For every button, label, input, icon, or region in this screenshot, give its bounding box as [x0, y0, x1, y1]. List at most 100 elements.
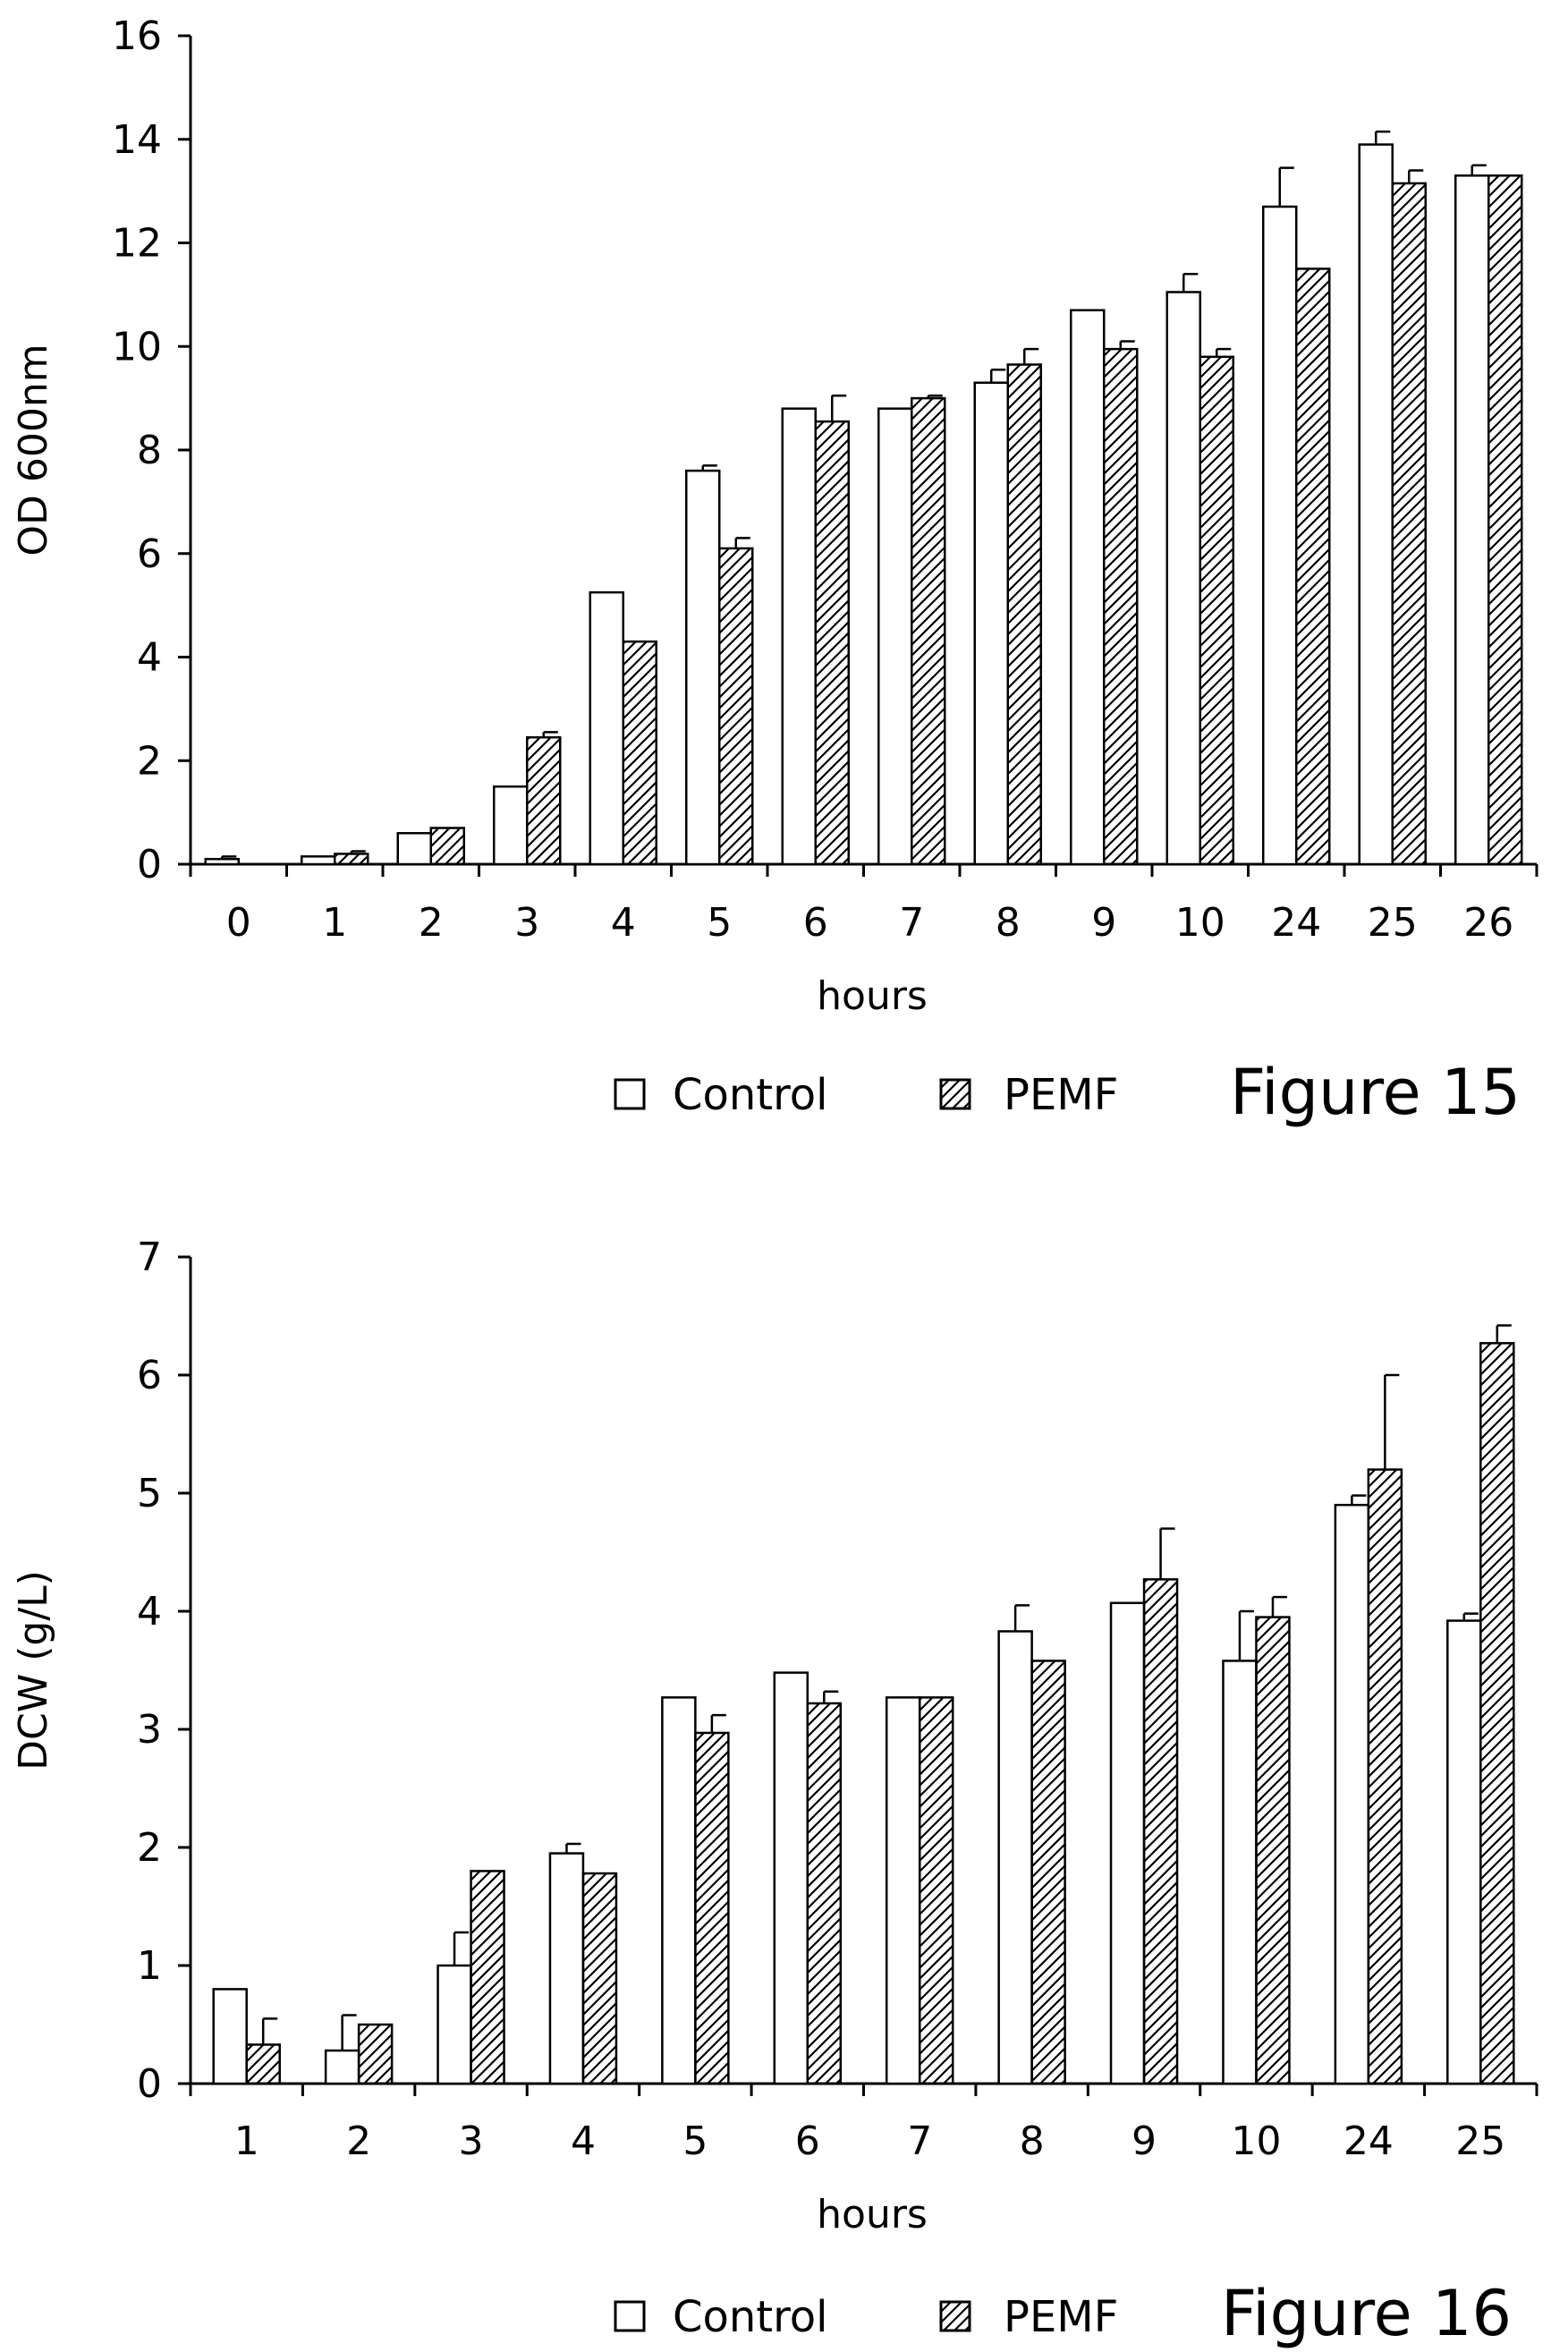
y-tick-label: 6 [137, 1353, 162, 1398]
x-tick-label: 1 [234, 2118, 259, 2164]
bar-control-5 [685, 469, 721, 866]
x-tick-label: 24 [1343, 2118, 1394, 2164]
x-tick-label: 10 [1231, 2118, 1281, 2164]
legend-label-control: Control [673, 1070, 828, 1120]
y-tick-label: 3 [137, 1707, 162, 1753]
x-tick-label: 3 [514, 900, 539, 946]
bar-control-3 [493, 785, 529, 866]
bar-control-25 [1358, 143, 1394, 866]
bar-pemf-10 [1255, 1616, 1291, 2085]
bar-pemf-1 [245, 2043, 281, 2085]
x-tick-label: 3 [459, 2118, 484, 2164]
bar-control-1 [301, 855, 336, 866]
legend: Control PEMF [614, 2292, 1118, 2342]
y-tick-label: 0 [137, 2061, 162, 2107]
x-tick-label: 7 [907, 2118, 932, 2164]
bar-pemf-6 [806, 1702, 843, 2085]
x-axis-label: hours [817, 973, 928, 1019]
bar-control-24 [1262, 205, 1298, 866]
bar-control-1 [212, 1988, 248, 2085]
bar-pemf-2 [429, 827, 465, 866]
y-tick-label: 0 [137, 842, 162, 887]
y-tick-label: 4 [137, 635, 162, 681]
legend-label-pemf: PEMF [1004, 1070, 1118, 1120]
y-tick-label: 7 [137, 1235, 162, 1280]
bar-pemf-2 [357, 2023, 394, 2085]
bar-control-7 [885, 1696, 921, 2085]
x-tick-label: 9 [1132, 2118, 1157, 2164]
bar-pemf-3 [470, 1870, 505, 2085]
bar-pemf-24 [1367, 1468, 1403, 2085]
y-tick-label: 12 [112, 221, 162, 267]
bar-control-26 [1454, 174, 1490, 866]
y-tick-label: 16 [112, 13, 162, 59]
y-tick-label: 14 [112, 117, 162, 163]
y-tick-label: 10 [112, 324, 162, 369]
bar-pemf-6 [814, 420, 850, 866]
bar-pemf-24 [1295, 267, 1331, 866]
x-tick-label: 2 [346, 2118, 371, 2164]
bar-pemf-8 [1006, 363, 1042, 866]
bar-pemf-4 [581, 1872, 618, 2085]
bar-control-4 [589, 590, 624, 866]
bar-pemf-5 [718, 547, 754, 866]
bar-control-10 [1165, 291, 1201, 866]
x-tick-label: 4 [611, 900, 636, 946]
x-tick-label: 4 [571, 2118, 596, 2164]
bar-control-6 [773, 1671, 809, 2085]
bar-pemf-9 [1103, 347, 1139, 866]
bar-control-7 [877, 407, 913, 866]
bar-control-25 [1446, 1619, 1482, 2085]
bar-pemf-1 [334, 853, 369, 866]
x-tick-label: 25 [1455, 2118, 1505, 2164]
bar-pemf-10 [1199, 355, 1234, 866]
bar-pemf-7 [918, 1696, 954, 2085]
x-tick-label: 5 [707, 900, 732, 946]
bar-pemf-7 [911, 396, 946, 866]
bar-control-6 [781, 407, 817, 866]
figure-label: Figure 16 [1221, 2277, 1512, 2350]
x-tick-label: 6 [795, 2118, 820, 2164]
bar-control-2 [396, 832, 432, 866]
x-axis-label: hours [817, 2192, 928, 2237]
legend-label-control: Control [673, 2292, 828, 2342]
bar-control-5 [661, 1696, 697, 2085]
x-tick-label: 26 [1463, 900, 1513, 946]
x-tick-label: 10 [1175, 900, 1225, 946]
bar-pemf-5 [694, 1731, 730, 2085]
y-axis-label: DCW (g/L) [11, 1570, 56, 1770]
x-tick-label: 5 [682, 2118, 708, 2164]
y-tick-label: 5 [137, 1471, 162, 1516]
y-axis-label: OD 600nm [11, 344, 56, 556]
x-tick-label: 2 [419, 900, 444, 946]
y-tick-label: 2 [137, 1825, 162, 1871]
legend-swatch-pemf [939, 2300, 971, 2332]
legend-swatch-control [614, 2300, 646, 2332]
x-tick-label: 0 [226, 900, 251, 946]
figure-label: Figure 15 [1230, 1056, 1521, 1129]
bar-pemf-3 [526, 735, 562, 866]
bar-control-24 [1334, 1503, 1370, 2085]
x-tick-label: 25 [1368, 900, 1418, 946]
bar-pemf-25 [1479, 1342, 1515, 2085]
y-tick-label: 8 [137, 428, 162, 473]
bar-pemf-8 [1030, 1660, 1066, 2085]
x-tick-label: 8 [1020, 2118, 1045, 2164]
y-tick-label: 4 [137, 1589, 162, 1635]
bar-control-0 [204, 857, 240, 866]
bar-pemf-4 [622, 640, 657, 866]
legend-swatch-pemf [939, 1078, 971, 1110]
x-tick-label: 24 [1271, 900, 1321, 946]
bar-control-4 [548, 1852, 585, 2085]
x-tick-label: 7 [899, 900, 924, 946]
bar-control-8 [997, 1630, 1033, 2085]
bar-pemf-25 [1391, 182, 1427, 866]
y-tick-label: 1 [137, 1943, 162, 1989]
x-tick-label: 6 [803, 900, 828, 946]
chart-figure-16: 0 1 2 3 4 5 6 7 1 2 3 4 5 6 7 8 9 10 24 25 hours DCW (g/L)… [11, 1235, 1538, 2350]
bar-control-8 [973, 381, 1009, 866]
x-tick-label: 9 [1091, 900, 1116, 946]
legend: Control PEMF [614, 1070, 1118, 1120]
